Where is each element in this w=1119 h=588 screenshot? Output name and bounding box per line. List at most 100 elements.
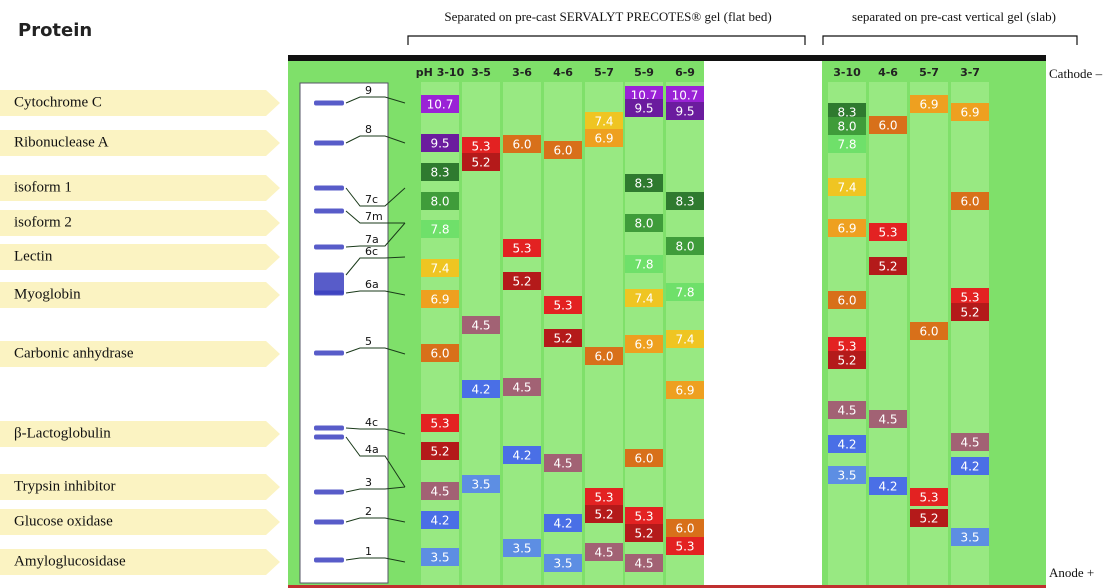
band-label: 5.2: [553, 332, 572, 346]
band-label: 4.5: [634, 557, 653, 571]
gel-band: [666, 283, 704, 301]
gel-band: [585, 488, 623, 506]
lane-label: 3-5: [471, 66, 491, 79]
gel-band: [503, 446, 541, 464]
band-label: 5.3: [471, 140, 490, 154]
gel-band: [625, 554, 663, 572]
band-label: 6.9: [675, 384, 694, 398]
band-label: 4.5: [553, 457, 572, 471]
protein-label: Glucose oxidase: [14, 513, 113, 529]
gel-band: [421, 548, 459, 566]
gel-band: [828, 219, 866, 237]
band-label: 5.3: [430, 417, 449, 431]
gel-band: [951, 192, 989, 210]
cathode-label: Cathode –: [1049, 66, 1103, 81]
gel-band: [869, 257, 907, 275]
gel-band: [625, 289, 663, 307]
label-arrow: [0, 210, 280, 236]
gel-band: [503, 239, 541, 257]
gel-band: [421, 134, 459, 152]
band-label: 5.3: [675, 540, 694, 554]
band-label: 6.9: [634, 338, 653, 352]
lane: [503, 82, 541, 585]
marker-leader: [345, 557, 406, 563]
gel-band: [910, 488, 948, 506]
band-label: 5.3: [512, 242, 531, 256]
lane: [828, 82, 866, 585]
band-label: 6.9: [837, 222, 856, 236]
gel-band: [421, 163, 459, 181]
top-bar: [288, 55, 1046, 61]
band-label: 4.2: [960, 460, 979, 474]
marker-label: 5: [365, 335, 372, 348]
band-label: 4.5: [594, 546, 613, 560]
label-arrow: [0, 549, 280, 575]
lane: [421, 82, 459, 585]
band-label: 6.9: [594, 132, 613, 146]
band-label: 8.0: [675, 240, 694, 254]
band-label: 9.5: [430, 137, 449, 151]
marker-leader: [345, 486, 406, 493]
gel-band: [951, 457, 989, 475]
band-label: 7.4: [675, 333, 694, 347]
band-label: 6.0: [430, 347, 449, 361]
marker-leader: [345, 222, 406, 248]
band-label: 6.0: [878, 119, 897, 133]
gel-band: [462, 475, 500, 493]
protein-label: β-Lactoglobulin: [14, 425, 111, 441]
gel-band: [951, 433, 989, 451]
gel-band: [625, 255, 663, 273]
marker-leader: [345, 347, 406, 355]
band-label: 5.2: [512, 275, 531, 289]
band-label: 8.3: [675, 195, 694, 209]
band-label: 5.3: [553, 299, 572, 313]
band-label: 6.0: [919, 325, 938, 339]
marker-label: 1: [365, 545, 372, 558]
marker-band: [314, 100, 344, 106]
marker-leader: [345, 210, 405, 224]
label-arrow: [0, 244, 280, 270]
band-label: 10.7: [672, 89, 699, 103]
gel-band: [421, 442, 459, 460]
gel-band: [666, 237, 704, 255]
band-label: 5.2: [919, 512, 938, 526]
marker-leader: [345, 187, 406, 207]
title: Protein: [18, 20, 92, 41]
gel-band: [666, 102, 704, 120]
band-label: 3.5: [512, 542, 531, 556]
band-label: 9.5: [634, 102, 653, 116]
lane: [869, 82, 907, 585]
gel-band: [544, 329, 582, 347]
flat-bed-caption: Separated on pre-cast SERVALYT PRECOTES®…: [444, 9, 771, 24]
band-label: 6.0: [960, 195, 979, 209]
protein-label: Cytochrome C: [14, 94, 102, 110]
gel-band: [544, 514, 582, 532]
label-arrow: [0, 90, 280, 116]
gel-band: [462, 153, 500, 171]
marker-band: [314, 140, 344, 146]
gel-band: [910, 509, 948, 527]
lane-label: 5-7: [594, 66, 614, 79]
gel-band: [869, 116, 907, 134]
band-label: 10.7: [427, 98, 454, 112]
band-label: 5.3: [634, 510, 653, 524]
gel-band: [421, 220, 459, 238]
gel-band: [544, 141, 582, 159]
gel-band: [828, 435, 866, 453]
band-label: 5.2: [837, 354, 856, 368]
gel-band: [828, 135, 866, 153]
marker-label: 4a: [365, 443, 379, 456]
marker-band: [314, 272, 344, 295]
band-label: 4.5: [471, 319, 490, 333]
band-label: 6.9: [430, 293, 449, 307]
bracket: [407, 35, 1078, 45]
band-label: 4.5: [512, 381, 531, 395]
band-label: 3.5: [553, 557, 572, 571]
marker-label: 3: [365, 476, 372, 489]
gel-band: [503, 135, 541, 153]
band-label: 7.8: [675, 286, 694, 300]
band-label: 8.3: [634, 177, 653, 191]
band-label: 6.0: [634, 452, 653, 466]
gel-band: [869, 477, 907, 495]
